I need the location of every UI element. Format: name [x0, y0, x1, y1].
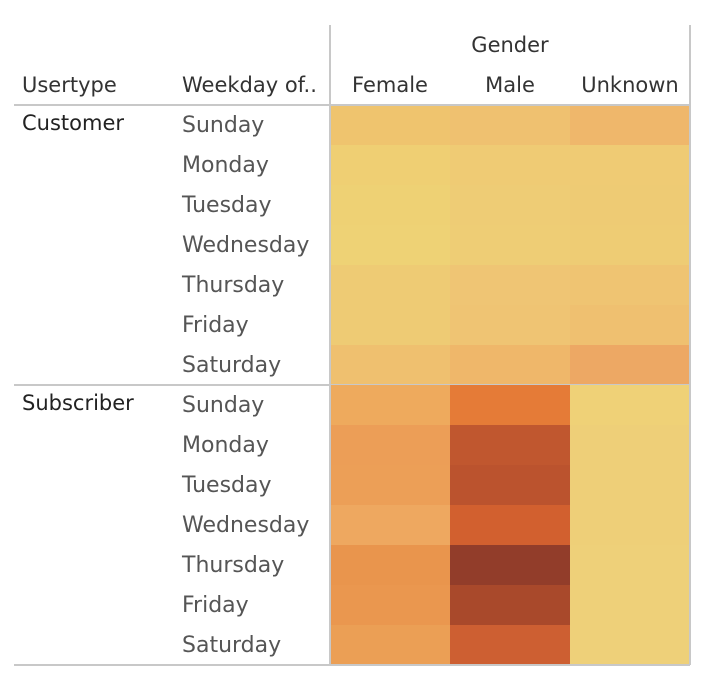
heat-cell [570, 145, 690, 185]
group-label: Subscriber [22, 391, 134, 415]
row-label: Thursday [181, 273, 284, 298]
heat-cell [450, 505, 570, 545]
heat-cell [330, 185, 450, 225]
heat-cell [450, 105, 570, 145]
row-label: Tuesday [181, 473, 272, 498]
row-label: Monday [182, 433, 269, 458]
heat-cell [330, 225, 450, 265]
heat-cell [450, 225, 570, 265]
heat-cell [450, 425, 570, 465]
heat-cell [450, 465, 570, 505]
column-group-title: Gender [471, 33, 549, 57]
heat-cell [330, 545, 450, 585]
heat-cell [570, 465, 690, 505]
row-label: Wednesday [182, 513, 309, 538]
heat-cell [330, 345, 450, 385]
row-label: Friday [182, 593, 249, 618]
row-label: Wednesday [182, 233, 309, 258]
heat-cell [570, 625, 690, 665]
heat-cell [450, 625, 570, 665]
row-label: Saturday [182, 633, 281, 658]
heat-cell [330, 585, 450, 625]
heat-cell [570, 265, 690, 305]
heat-cell [450, 305, 570, 345]
heat-cell [570, 385, 690, 425]
heat-cell [450, 185, 570, 225]
group-label: Customer [22, 111, 124, 135]
heat-cell [450, 585, 570, 625]
heat-cell [570, 505, 690, 545]
row-label: Thursday [181, 553, 284, 578]
heat-cell [570, 225, 690, 265]
heat-cell [330, 265, 450, 305]
heat-cell [570, 545, 690, 585]
column-header: Female [352, 73, 428, 97]
row-label: Monday [182, 153, 269, 178]
heat-cell [330, 145, 450, 185]
heat-cell [570, 105, 690, 145]
heat-cell [450, 145, 570, 185]
heat-cell [330, 505, 450, 545]
heat-cell [570, 185, 690, 225]
row-header: Usertype [22, 73, 117, 97]
row-label: Sunday [182, 393, 264, 418]
heat-cell [330, 625, 450, 665]
row-header: Weekday of.. [182, 73, 317, 97]
heat-cell [450, 545, 570, 585]
row-label: Friday [182, 313, 249, 338]
column-header: Unknown [581, 73, 678, 97]
heat-cell [330, 465, 450, 505]
heat-cell [450, 345, 570, 385]
heat-cell [330, 305, 450, 345]
heat-cell [570, 305, 690, 345]
heat-cell [570, 425, 690, 465]
heat-cell [450, 265, 570, 305]
heat-cell [570, 585, 690, 625]
column-header: Male [485, 73, 535, 97]
heat-cell [330, 425, 450, 465]
row-label: Sunday [182, 113, 264, 138]
row-label: Tuesday [181, 193, 272, 218]
heat-cell [330, 385, 450, 425]
heat-cell [450, 385, 570, 425]
heat-cell [570, 345, 690, 385]
heat-cell [330, 105, 450, 145]
row-label: Saturday [182, 353, 281, 378]
